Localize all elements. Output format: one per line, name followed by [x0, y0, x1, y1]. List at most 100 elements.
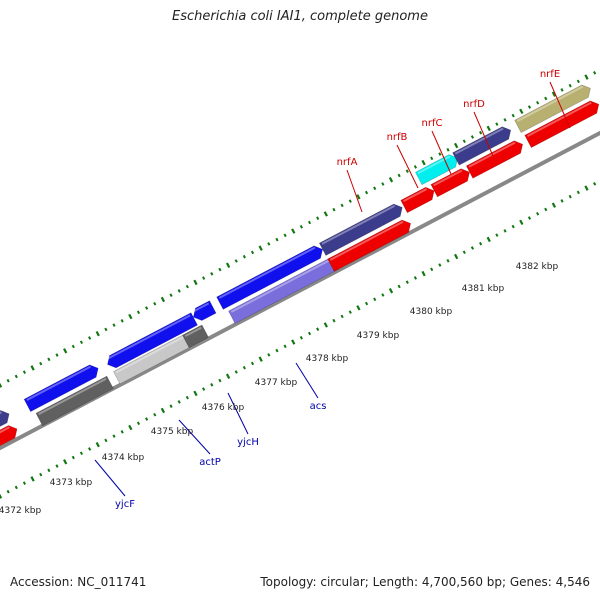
- outer-tick: [323, 211, 328, 217]
- feature-highlight: [230, 258, 333, 313]
- leader-nrfE: [549, 81, 571, 129]
- outer-tick: [22, 370, 27, 374]
- feature-highlight: [403, 188, 427, 203]
- outer-tick: [560, 88, 564, 92]
- genome-backbone: [0, 130, 600, 451]
- leader-yjcF: [94, 459, 126, 497]
- inner-tick: [63, 459, 68, 465]
- outer-tick: [193, 279, 198, 286]
- inner-tick: [373, 297, 377, 302]
- outer-tick: [30, 365, 35, 371]
- feature-blue: [192, 300, 217, 321]
- inner-tick: [291, 339, 296, 345]
- inner-tick: [323, 322, 328, 328]
- inner-tick: [39, 472, 43, 477]
- outer-tick: [470, 135, 475, 139]
- feature-red: [327, 219, 411, 272]
- feature-blue: [216, 245, 323, 310]
- outer-tick: [576, 79, 580, 84]
- kbp-label: 4382 kbp: [516, 262, 559, 272]
- backbone-line: [0, 130, 600, 451]
- outer-tick: [486, 125, 491, 132]
- inner-tick: [283, 344, 287, 349]
- outer-tick: [71, 344, 75, 349]
- feature-red: [465, 140, 524, 179]
- outer-tick: [0, 382, 3, 388]
- inner-tick: [551, 202, 557, 208]
- inner-tick: [348, 310, 352, 314]
- outer-tick: [413, 165, 418, 169]
- inner-tick: [356, 305, 361, 311]
- outer-tick: [291, 228, 296, 234]
- inner-tick: [438, 263, 442, 267]
- outer-tick: [519, 108, 524, 115]
- outer-tick: [218, 267, 222, 272]
- feature-highlight: [106, 314, 191, 360]
- feature-red: [0, 425, 18, 447]
- feature-highlight: [0, 426, 10, 434]
- accession-label: Accession: NC_011741: [10, 575, 147, 589]
- outer-tick: [584, 74, 589, 80]
- feature-highlight: [454, 127, 504, 155]
- outer-tick: [397, 173, 401, 178]
- inner-tick: [6, 489, 10, 494]
- inner-tick: [128, 424, 133, 431]
- leader-nrfD: [473, 111, 494, 157]
- feature-red: [430, 168, 470, 198]
- inner-tick: [413, 276, 418, 280]
- outer-tick: [462, 139, 466, 144]
- inner-tick: [0, 493, 3, 499]
- label-leaders: [94, 81, 571, 497]
- outer-tick: [258, 245, 263, 251]
- gene-label-nrfC: nrfC: [422, 118, 443, 129]
- outer-tick: [593, 71, 597, 75]
- gene-label-actP: actP: [199, 457, 221, 468]
- inner-tick: [104, 438, 108, 443]
- feature-olive: [514, 84, 591, 134]
- outer-tick: [316, 216, 320, 221]
- feature-darkgray: [182, 324, 209, 349]
- inner-tick: [405, 280, 409, 284]
- inner-tick: [14, 485, 18, 490]
- outer-tick: [299, 224, 303, 229]
- inner-tick: [576, 190, 580, 195]
- outer-tick: [145, 306, 149, 310]
- inner-tick: [462, 250, 466, 255]
- leader-nrfA: [346, 169, 363, 213]
- inner-tick: [430, 267, 434, 272]
- kbp-label: 4373 kbp: [50, 478, 93, 488]
- feature-highlight: [38, 377, 107, 416]
- map-title: Escherichia coli IAI1, complete genome: [172, 9, 428, 24]
- kbp-label: 4379 kbp: [357, 331, 400, 341]
- gene-label-nrfA: nrfA: [337, 157, 358, 168]
- inner-tick: [584, 185, 589, 191]
- feature-highlight: [218, 246, 316, 299]
- feature-lightgray: [113, 325, 208, 385]
- kbp-label: 4381 kbp: [462, 284, 505, 294]
- leader-yjcH: [227, 392, 249, 435]
- outer-tick: [177, 289, 181, 293]
- inner-tick: [275, 348, 279, 353]
- outer-tick: [388, 177, 394, 183]
- inner-tick: [169, 404, 173, 408]
- outer-tick: [421, 159, 426, 166]
- inner-tick: [30, 476, 35, 482]
- outer-tick: [551, 91, 557, 97]
- outer-tick: [55, 353, 59, 357]
- genome-stats: Topology: circular; Length: 4,700,560 bp…: [260, 575, 590, 589]
- gene-label-nrfD: nrfD: [463, 99, 485, 110]
- outer-tick: [210, 272, 214, 276]
- inner-tick: [364, 301, 369, 306]
- outer-tick: [479, 130, 483, 135]
- feature-darkgray: [35, 375, 114, 427]
- inner-tick: [267, 353, 271, 357]
- outer-tick: [250, 250, 255, 255]
- outer-tick: [356, 194, 361, 200]
- outer-tick: [438, 152, 442, 156]
- outer-tick: [128, 313, 133, 320]
- outer-tick: [364, 190, 369, 195]
- feature-blue: [107, 312, 198, 369]
- outer-tick: [79, 340, 84, 345]
- feature-red: [524, 100, 600, 149]
- outer-tick: [430, 156, 434, 161]
